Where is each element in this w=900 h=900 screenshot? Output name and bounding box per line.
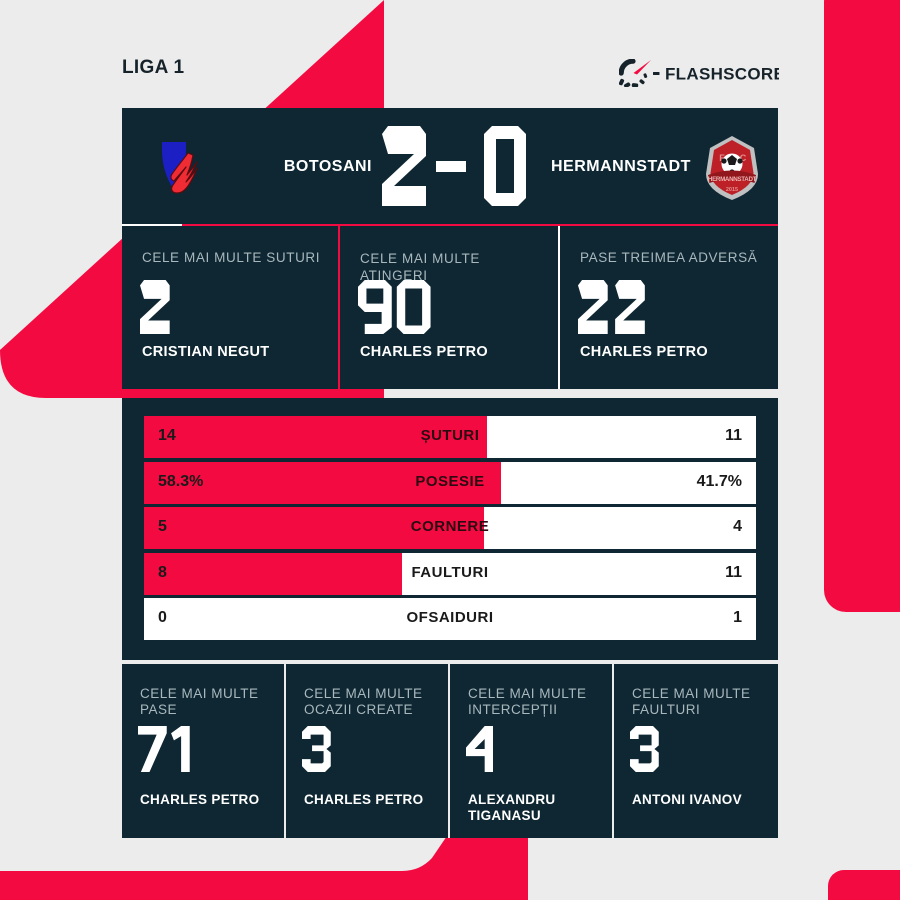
svg-text:FLASHSCORE: FLASHSCORE (665, 65, 779, 84)
svg-text:2015: 2015 (726, 187, 738, 193)
svg-text:HERMANNSTADT: HERMANNSTADT (708, 176, 757, 183)
